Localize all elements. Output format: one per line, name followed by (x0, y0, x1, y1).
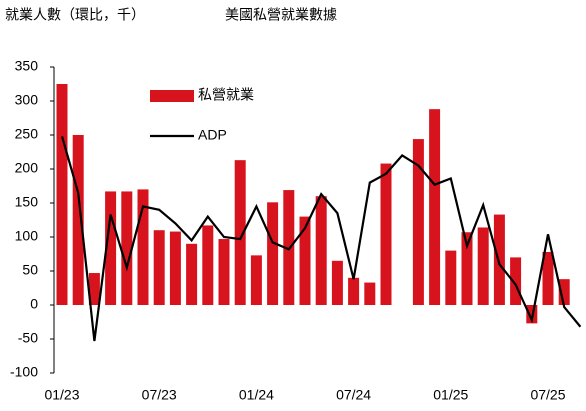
x-tick-label: 07/23 (142, 387, 177, 403)
bar (331, 260, 343, 305)
chart-title: 就業人數（環比，千） (5, 7, 145, 23)
bar (186, 243, 198, 305)
x-tick-label: 01/24 (239, 387, 274, 403)
bar (348, 277, 360, 305)
chart-subtitle: 美國私營就業數據 (225, 7, 337, 23)
x-tick-label: 01/25 (433, 387, 468, 403)
bar (299, 216, 311, 305)
bar (169, 231, 181, 305)
bar (429, 109, 441, 305)
bar (137, 189, 149, 305)
y-tick-label: 50 (22, 262, 38, 278)
y-tick-label: 0 (30, 296, 38, 312)
bar (250, 255, 262, 305)
legend-label: 私營就業 (198, 87, 254, 103)
bar (88, 273, 100, 305)
x-tick-label: 07/24 (336, 387, 371, 403)
x-tick-label: 07/25 (530, 387, 565, 403)
bar (542, 251, 554, 305)
bar (218, 239, 230, 305)
x-tick-label: 01/23 (44, 387, 79, 403)
bar (234, 160, 246, 305)
bar (202, 225, 214, 305)
bar (477, 227, 489, 305)
legend-swatch (150, 90, 194, 102)
y-tick-label: -50 (18, 330, 38, 346)
bar (56, 84, 68, 305)
y-tick-label: -100 (10, 364, 38, 380)
bar (461, 232, 473, 305)
bar (153, 230, 165, 305)
bar (121, 191, 133, 305)
bar (72, 135, 84, 305)
bar (364, 282, 376, 305)
y-tick-label: 100 (15, 228, 39, 244)
bar (412, 139, 424, 305)
y-tick-label: 200 (15, 160, 39, 176)
line (60, 136, 582, 342)
y-tick-label: 300 (15, 92, 39, 108)
bar (445, 250, 457, 305)
bar (315, 196, 327, 305)
bar (510, 257, 522, 305)
bar (105, 191, 117, 305)
y-tick-label: 250 (15, 126, 39, 142)
bar (267, 202, 279, 305)
bar (380, 163, 392, 305)
bar (493, 214, 505, 305)
y-tick-label: 150 (15, 194, 39, 210)
y-tick-label: 350 (15, 58, 39, 74)
bar (558, 279, 570, 305)
legend-label: ADP (198, 127, 227, 143)
